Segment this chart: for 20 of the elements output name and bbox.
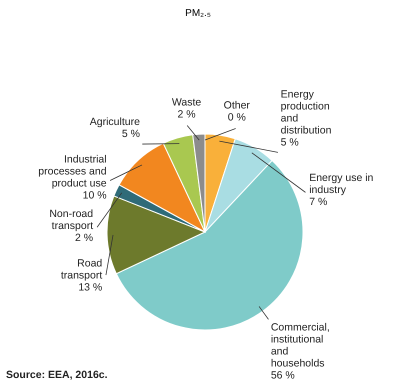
slice-label: Non-road transport	[49, 208, 94, 232]
text: 0 %	[228, 112, 246, 124]
data-label: 56 %	[270, 370, 295, 382]
slice-label: Energy use in industry	[309, 172, 374, 196]
slice-label: Road transport	[60, 258, 102, 282]
slice-label: Commercial, institutional and households	[270, 322, 330, 370]
source-note: Source: EEA, 2016c.	[6, 369, 108, 381]
chart-title: PM₂.₅	[185, 8, 211, 19]
slice-label: Waste	[172, 96, 202, 109]
slice-label: Industrial processes and product use	[38, 154, 107, 190]
data-label: 2 %	[75, 232, 94, 244]
data-label: 2 %	[177, 108, 196, 121]
data-label: 5 %	[280, 136, 299, 148]
slice-label: Agriculture	[90, 116, 140, 128]
data-label: 13 %	[78, 282, 102, 294]
data-label: 10 %	[82, 190, 107, 202]
slice-label: Energy production and distribution	[280, 88, 332, 136]
data-label: 7 %	[309, 196, 328, 208]
data-label: 5 %	[122, 128, 140, 140]
category-label: Other	[224, 100, 250, 112]
